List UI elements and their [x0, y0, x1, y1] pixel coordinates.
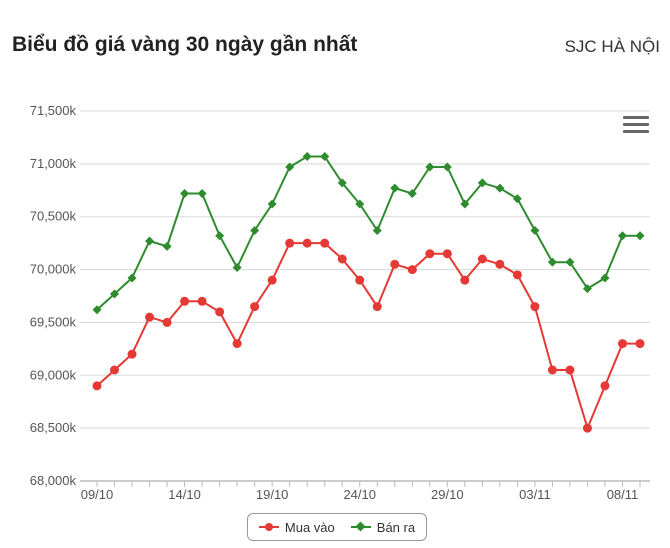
data-point[interactable] [127, 349, 137, 359]
y-tick-label: 71,500k [30, 103, 77, 118]
data-point[interactable] [337, 254, 347, 264]
data-point[interactable] [145, 236, 155, 246]
data-point[interactable] [460, 199, 470, 209]
data-point[interactable] [162, 241, 172, 251]
legend-marker-diamond-icon [350, 521, 371, 532]
data-point[interactable] [302, 151, 312, 161]
x-tick-label: 29/10 [431, 487, 464, 502]
data-point[interactable] [215, 307, 225, 317]
y-tick-label: 68,000k [30, 473, 77, 488]
y-tick-label: 68,500k [30, 420, 77, 435]
chart-title: Biểu đồ giá vàng 30 ngày gần nhất [12, 33, 358, 56]
x-tick-label: 08/11 [607, 487, 639, 502]
data-point[interactable] [442, 249, 452, 259]
data-point[interactable] [442, 162, 452, 172]
data-point[interactable] [600, 273, 610, 283]
legend-label-ban-ra: Bán ra [376, 519, 416, 535]
x-tick-label: 19/10 [256, 487, 289, 502]
data-point[interactable] [407, 265, 417, 275]
data-point[interactable] [110, 289, 120, 299]
y-tick-label: 69,500k [30, 314, 77, 329]
data-point[interactable] [215, 231, 225, 241]
data-point[interactable] [390, 259, 400, 269]
data-point[interactable] [267, 199, 277, 209]
data-point[interactable] [495, 259, 505, 269]
y-tick-label: 70,000k [30, 262, 77, 277]
data-point[interactable] [110, 365, 120, 375]
data-point[interactable] [372, 302, 382, 312]
data-point[interactable] [565, 257, 575, 267]
data-point[interactable] [530, 302, 540, 312]
data-point[interactable] [547, 365, 557, 375]
data-point[interactable] [145, 312, 155, 322]
series-group [92, 151, 645, 433]
data-point[interactable] [355, 275, 365, 285]
data-point[interactable] [197, 188, 207, 198]
data-point[interactable] [530, 225, 540, 235]
x-tick-label: 14/10 [168, 487, 201, 502]
data-point[interactable] [355, 199, 365, 209]
data-point[interactable] [582, 284, 592, 294]
data-point[interactable] [127, 273, 137, 283]
data-point[interactable] [407, 188, 417, 198]
data-point[interactable] [320, 151, 330, 161]
data-point[interactable] [162, 317, 172, 327]
series-line [96, 155, 640, 311]
data-point[interactable] [250, 225, 260, 235]
y-tick-label: 70,500k [30, 209, 77, 224]
grid-lines [80, 110, 650, 482]
y-tick-label: 71,000k [30, 156, 77, 171]
data-point[interactable] [512, 194, 522, 204]
data-point[interactable] [460, 275, 470, 285]
data-point[interactable] [425, 249, 435, 259]
legend-label-mua-vao: Mua vào [284, 519, 335, 535]
legend: Mua vào Bán ra [247, 513, 427, 541]
legend-item-mua-vao[interactable]: Mua vào [258, 519, 335, 535]
data-point[interactable] [92, 305, 102, 315]
legend-marker-circle-icon [258, 523, 279, 531]
data-point[interactable] [565, 365, 575, 375]
hamburger-menu-icon[interactable] [623, 116, 649, 138]
data-point[interactable] [285, 162, 295, 172]
data-point[interactable] [600, 381, 610, 391]
data-point[interactable] [617, 231, 627, 241]
data-point[interactable] [477, 254, 487, 264]
data-point[interactable] [547, 257, 557, 267]
data-point[interactable] [180, 296, 190, 306]
data-point[interactable] [267, 275, 277, 285]
data-point[interactable] [250, 302, 260, 312]
x-tick-label: 09/10 [81, 487, 114, 502]
data-point[interactable] [337, 178, 347, 188]
data-point[interactable] [425, 162, 435, 172]
data-point[interactable] [302, 238, 312, 248]
legend-item-ban-ra[interactable]: Bán ra [350, 519, 416, 535]
chart-header: Biểu đồ giá vàng 30 ngày gần nhất SJC HÀ… [0, 0, 670, 90]
data-point[interactable] [232, 339, 242, 349]
data-point[interactable] [495, 183, 505, 193]
chart-subtitle: SJC HÀ NỘI [564, 37, 660, 56]
series-0 [92, 238, 645, 433]
data-point[interactable] [477, 178, 487, 188]
data-point[interactable] [617, 339, 627, 349]
x-tick-label: 03/11 [519, 487, 551, 502]
data-point[interactable] [285, 238, 295, 248]
data-point[interactable] [512, 270, 522, 280]
data-point[interactable] [180, 188, 190, 198]
y-axis-labels: 68,000k 68,500k 69,000k 69,500k 70,000k 70,50… [30, 103, 77, 488]
series-line [96, 242, 640, 430]
data-point[interactable] [635, 231, 645, 241]
series-1 [92, 151, 645, 315]
x-tick-label: 24/10 [343, 487, 376, 502]
data-point[interactable] [197, 296, 207, 306]
data-point[interactable] [635, 339, 645, 349]
y-tick-label: 69,000k [30, 367, 77, 382]
data-point[interactable] [92, 381, 102, 391]
data-point[interactable] [582, 423, 592, 433]
data-point[interactable] [232, 262, 242, 272]
x-axis: 09/10 14/10 19/10 24/10 29/10 03/11 08/11 [81, 481, 641, 502]
data-point[interactable] [320, 238, 330, 248]
data-point[interactable] [390, 183, 400, 193]
data-point[interactable] [372, 225, 382, 235]
